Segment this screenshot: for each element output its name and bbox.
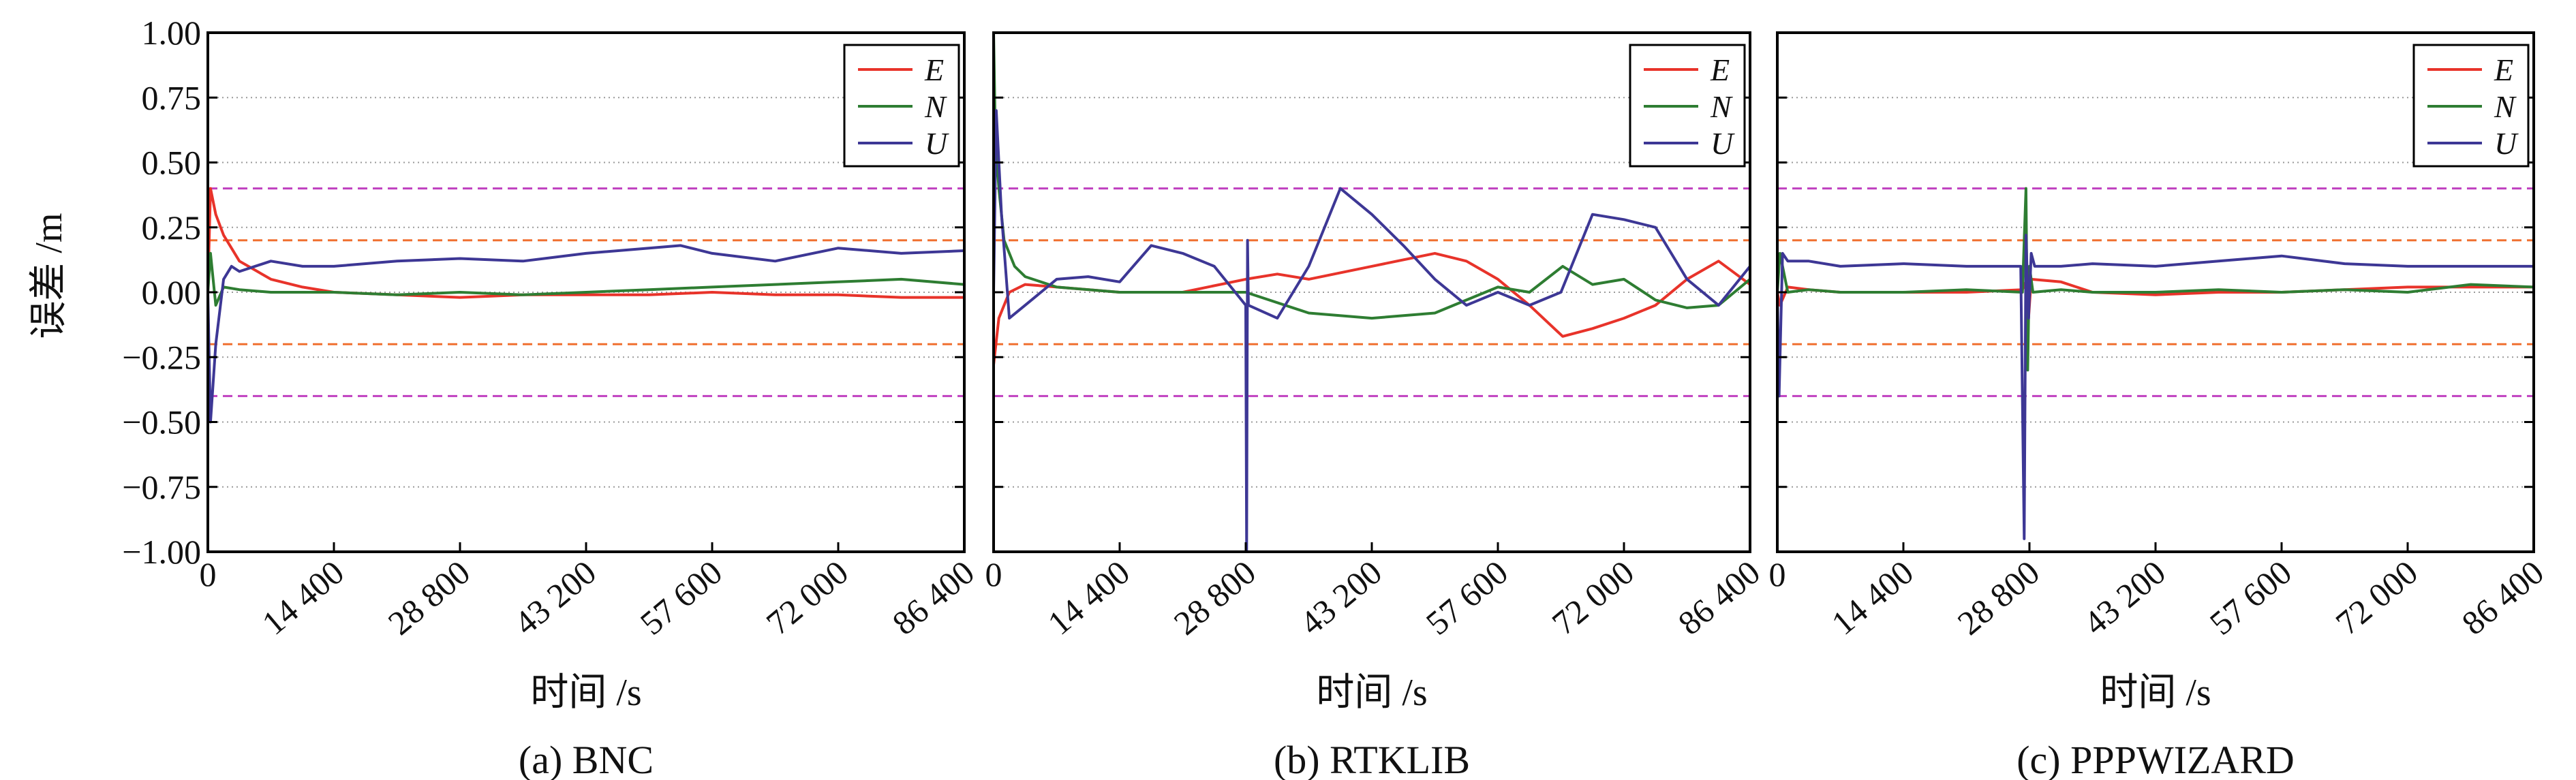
x-tick-label: 86 400	[1671, 553, 1767, 642]
panel-1: −1.00 −0.75 −0.50 −0.25 0.00 0.25 0.50 0.75 1.00…	[122, 14, 981, 780]
x-tick-label: 43 200	[1293, 553, 1389, 642]
panel-2: 0 14 400 28 800 43 200 57 600 72 000 86 400 时间 …	[985, 31, 1767, 780]
legend-label-e: E	[2494, 52, 2513, 87]
panel-3: 0 14 400 28 800 43 200 57 600 72 000 86 400 时间 …	[1769, 31, 2551, 780]
x-tick-label: 14 400	[255, 553, 351, 642]
x-axis-label: 时间 /s	[530, 672, 641, 714]
x-tick-label: 43 200	[507, 553, 603, 642]
legend-label-n: N	[2494, 89, 2517, 124]
x-axis-label: 时间 /s	[1316, 672, 1427, 714]
legend: ENU	[2412, 44, 2530, 168]
x-tick-label: 43 200	[2076, 553, 2173, 642]
x-tick-label: 57 600	[633, 553, 729, 642]
x-axis-label: 时间 /s	[2100, 672, 2211, 714]
x-tick-label: 28 800	[1167, 553, 1263, 642]
y-tick-label: −1.00	[122, 533, 201, 571]
y-tick-label: 0.75	[142, 78, 202, 116]
x-tick-label: 57 600	[1419, 553, 1515, 642]
panel-caption: (b) RTKLIB	[1274, 738, 1470, 780]
legend-label-u: U	[2494, 126, 2519, 161]
y-tick-label: 0.50	[142, 144, 202, 182]
x-tick-label: 28 800	[1950, 553, 2046, 642]
series-line-u	[1776, 234, 2534, 540]
series-line-u	[206, 244, 965, 424]
series-line-e	[992, 251, 1751, 365]
legend-label-e: E	[1710, 52, 1730, 87]
legend: ENU	[1629, 44, 1746, 168]
x-tick-label: 72 000	[1545, 553, 1641, 642]
series-line-u	[992, 109, 1751, 553]
legend-label-n: N	[924, 89, 947, 124]
panel-caption: (a) BNC	[519, 738, 654, 780]
series-line-n	[206, 251, 965, 307]
x-tick-label: 86 400	[2455, 553, 2551, 642]
legend-label-u: U	[925, 126, 949, 161]
x-tick-label: 86 400	[885, 553, 981, 642]
y-tick-label: −0.75	[122, 468, 201, 506]
x-tick-label: 28 800	[381, 553, 477, 642]
y-tick-label: 0.25	[142, 208, 202, 247]
x-tick-label: 57 600	[2203, 553, 2299, 642]
x-tick-label: 0	[985, 555, 1002, 593]
series-line-n	[1776, 187, 2534, 372]
x-tick-label: 14 400	[1041, 553, 1137, 642]
panel-caption: (c) PPPWIZARD	[2017, 738, 2295, 780]
series-line-n	[992, 32, 1751, 320]
series-line-e	[1776, 277, 2534, 320]
x-tick-label: 72 000	[2329, 553, 2425, 642]
x-tick-label: 14 400	[1824, 553, 1920, 642]
legend: ENU	[843, 44, 960, 168]
y-tick-label: 1.00	[142, 14, 202, 52]
legend-label-e: E	[924, 52, 944, 87]
legend-label-n: N	[1710, 89, 1733, 124]
legend-label-u: U	[1711, 126, 1735, 161]
y-tick-label: −0.25	[122, 338, 201, 376]
y-axis-label: 误差 /m	[28, 213, 70, 339]
y-tick-label: −0.50	[122, 403, 201, 441]
x-tick-label: 72 000	[759, 553, 855, 642]
series-line-e	[206, 187, 964, 299]
y-tick-label: 0.00	[142, 273, 202, 311]
x-tick-label: 0	[1769, 555, 1786, 593]
x-tick-label: 0	[200, 555, 217, 593]
